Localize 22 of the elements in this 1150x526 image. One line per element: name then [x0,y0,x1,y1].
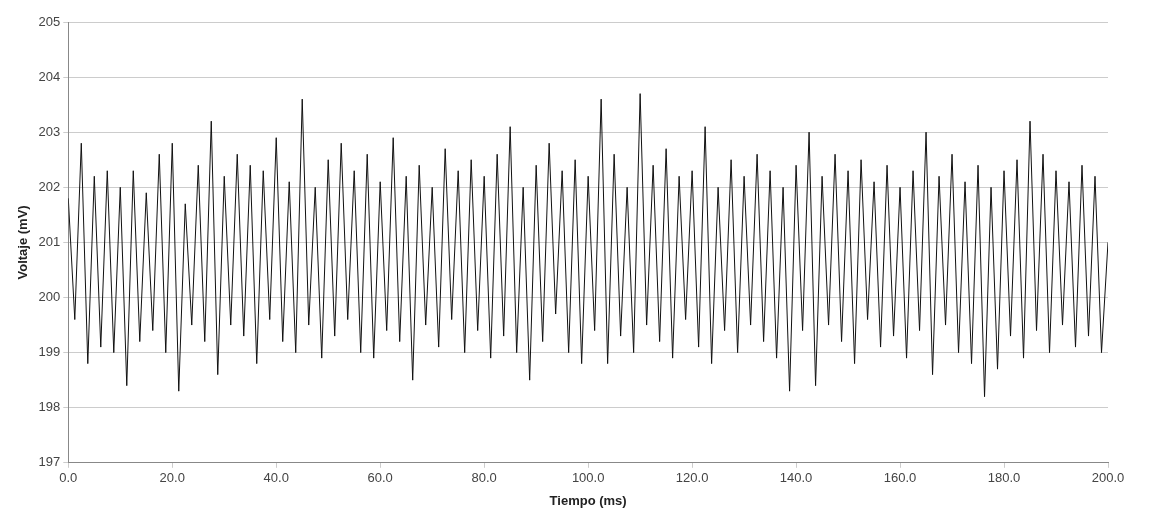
x-tick-label: 40.0 [263,470,289,486]
y-tick-label: 202 [38,178,61,194]
x-axis-title: Tiempo (ms) [549,492,627,508]
x-tick-label: 100.0 [571,470,605,486]
y-tick-label: 198 [38,399,61,415]
y-axis-title: Voltaje (mV) [15,205,31,280]
y-tick-label: 205 [38,13,61,29]
y-tick-label: 203 [38,123,61,139]
x-tick-label: 0.0 [59,470,78,486]
y-tick-label: 197 [38,454,61,470]
x-tick-label: 60.0 [367,470,393,486]
x-tick-label: 140.0 [779,470,813,486]
y-tick-label: 204 [38,68,61,84]
y-tick-label: 200 [38,289,61,305]
x-tick-label: 120.0 [675,470,709,486]
x-tick-label: 20.0 [159,470,185,486]
x-tick-label: 80.0 [471,470,497,486]
x-tick-label: 200.0 [1091,470,1125,486]
x-tick-label: 180.0 [987,470,1021,486]
x-tick-label: 160.0 [883,470,917,486]
y-tick-label: 199 [38,344,61,360]
y-tick-label: 201 [38,233,61,249]
